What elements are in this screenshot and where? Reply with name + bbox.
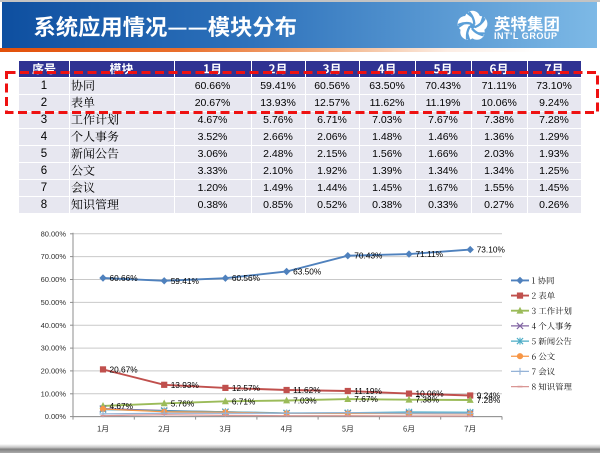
svg-text:60.56%: 60.56% <box>232 273 261 283</box>
svg-text:73.10%: 73.10% <box>477 245 506 255</box>
svg-text:60.00%: 60.00% <box>41 275 67 284</box>
svg-text:50.00%: 50.00% <box>41 298 67 307</box>
svg-text:4.67%: 4.67% <box>110 401 134 411</box>
svg-text:0.00%: 0.00% <box>45 412 67 421</box>
svg-text:70.00%: 70.00% <box>41 252 67 261</box>
svg-text:11.19%: 11.19% <box>354 386 382 396</box>
svg-text:10.06%: 10.06% <box>416 389 445 399</box>
svg-text:6.71%: 6.71% <box>232 396 256 406</box>
svg-text:12.57%: 12.57% <box>232 383 261 393</box>
svg-text:30.00%: 30.00% <box>41 344 67 353</box>
svg-text:60.66%: 60.66% <box>110 273 139 283</box>
svg-text:11.62%: 11.62% <box>293 385 321 395</box>
svg-text:20.00%: 20.00% <box>41 367 67 376</box>
svg-text:63.50%: 63.50% <box>293 267 322 277</box>
svg-text:71.11%: 71.11% <box>416 249 444 259</box>
svg-text:59.41%: 59.41% <box>171 276 200 286</box>
svg-text:70.43%: 70.43% <box>354 251 383 261</box>
svg-text:7.67%: 7.67% <box>354 394 378 404</box>
svg-text:20.67%: 20.67% <box>110 364 139 374</box>
svg-text:80.00%: 80.00% <box>41 229 67 238</box>
svg-text:40.00%: 40.00% <box>41 321 67 330</box>
svg-text:10.00%: 10.00% <box>41 389 67 398</box>
svg-text:13.93%: 13.93% <box>171 380 200 390</box>
svg-text:5.76%: 5.76% <box>171 398 195 408</box>
svg-text:7.03%: 7.03% <box>293 396 317 406</box>
svg-text:7.38%: 7.38% <box>416 395 440 405</box>
svg-text:9.24%: 9.24% <box>477 391 501 401</box>
svg-text:7.28%: 7.28% <box>477 395 501 405</box>
